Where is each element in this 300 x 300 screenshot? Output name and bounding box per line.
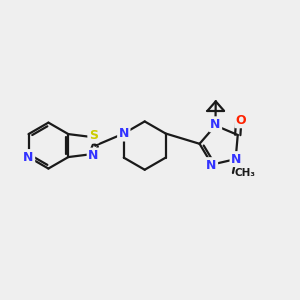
Text: S: S (89, 129, 98, 142)
Text: N: N (88, 149, 98, 162)
Text: N: N (118, 127, 129, 140)
Text: N: N (23, 151, 34, 164)
Text: N: N (206, 159, 217, 172)
Text: N: N (210, 118, 220, 131)
Text: CH₃: CH₃ (234, 168, 255, 178)
Text: O: O (236, 114, 246, 127)
Text: N: N (231, 153, 242, 166)
